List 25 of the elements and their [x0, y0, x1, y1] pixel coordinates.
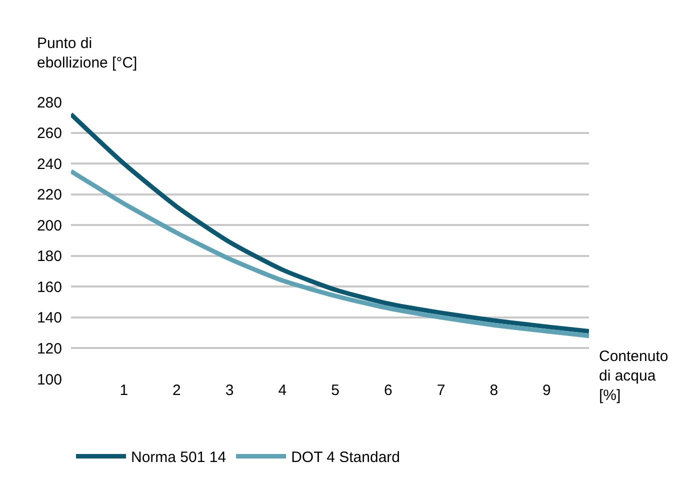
legend-label: DOT 4 Standard — [291, 449, 400, 466]
x-tick-label: 3 — [225, 382, 234, 399]
x-tick-label: 4 — [278, 382, 287, 399]
y-tick-label: 220 — [36, 186, 62, 204]
x-tick-label: 6 — [384, 382, 392, 399]
y-tick-label: 100 — [36, 371, 62, 388]
y-tick-label: 240 — [36, 156, 62, 173]
y-axis-title: Punto di ebollizione [°C] — [37, 35, 138, 72]
y-tick-label: 120 — [36, 340, 62, 358]
y-tick-label: 200 — [36, 217, 62, 234]
x-axis-title: Contenuto di acqua [%] — [599, 348, 668, 404]
legend-label: Norma 501 14 — [131, 449, 226, 466]
line-series — [71, 112, 589, 334]
x-tick-label: 5 — [331, 382, 340, 399]
x-tick-label: 8 — [490, 382, 498, 399]
y-tick-label: 140 — [36, 310, 62, 327]
y-tick-label: 260 — [36, 125, 62, 142]
x-tick-label: 9 — [542, 382, 551, 399]
y-tick-label: 160 — [36, 278, 62, 296]
line-series — [71, 169, 589, 338]
x-tick-label: 7 — [436, 382, 446, 399]
x-tick-label: 2 — [172, 382, 181, 399]
y-tick-label: 280 — [36, 94, 62, 112]
y-tick-label: 180 — [36, 248, 62, 266]
x-tick-label: 1 — [120, 382, 128, 399]
